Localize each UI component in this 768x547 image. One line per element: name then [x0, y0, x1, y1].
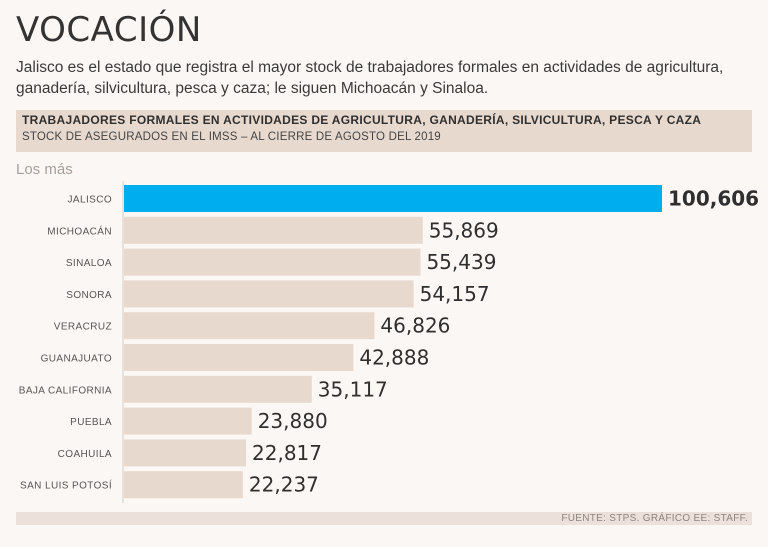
- category-label-8: COAHUILA: [58, 449, 112, 460]
- category-label-4: VERACRUZ: [54, 322, 112, 333]
- source-note: FUENTE: STPS. GRÁFICO EE: STAFF.: [561, 513, 748, 524]
- bar-6: [124, 375, 312, 403]
- category-label-6: BAJA CALIFORNIA: [19, 385, 112, 396]
- category-label-1: MICHOACÁN: [47, 224, 112, 237]
- bar-7: [124, 407, 252, 435]
- section-label: Los más: [16, 161, 73, 178]
- value-label-0: 100,606: [668, 187, 759, 211]
- bar-8: [124, 439, 247, 467]
- value-label-2: 55,439: [426, 250, 496, 274]
- bar-9: [124, 471, 243, 499]
- bar-2: [124, 248, 421, 276]
- page-subtitle: Jalisco es el estado que registra el may…: [16, 59, 724, 97]
- value-label-5: 42,888: [359, 346, 429, 370]
- value-label-7: 23,880: [258, 409, 328, 433]
- value-label-6: 35,117: [318, 377, 388, 401]
- category-label-7: PUEBLA: [70, 417, 112, 428]
- category-label-9: SAN LUIS POTOSÍ: [20, 479, 112, 492]
- category-label-2: SINALOA: [66, 258, 112, 269]
- category-label-3: SONORA: [66, 290, 112, 301]
- bar-4: [124, 312, 375, 340]
- bar-1: [124, 216, 423, 244]
- bar-5: [124, 344, 354, 371]
- category-label-5: GUANAJUATO: [41, 354, 112, 365]
- category-label-0: JALISCO: [68, 195, 112, 206]
- footer-bar: FUENTE: STPS. GRÁFICO EE: STAFF.: [16, 512, 752, 525]
- value-label-9: 22,237: [249, 473, 319, 497]
- value-label-4: 46,826: [380, 314, 450, 338]
- chart-title: TRABAJADORES FORMALES EN ACTIVIDADES DE …: [22, 113, 702, 127]
- bar-0: [124, 185, 662, 212]
- bar-3: [124, 280, 414, 308]
- value-label-3: 54,157: [420, 282, 490, 306]
- value-label-1: 55,869: [429, 218, 499, 242]
- chart-header: TRABAJADORES FORMALES EN ACTIVIDADES DE …: [16, 110, 752, 152]
- chart-subtitle: STOCK DE ASEGURADOS EN EL IMSS – AL CIER…: [22, 131, 441, 143]
- value-label-8: 22,817: [252, 441, 322, 465]
- page-title: VOCACIÓN: [16, 10, 202, 50]
